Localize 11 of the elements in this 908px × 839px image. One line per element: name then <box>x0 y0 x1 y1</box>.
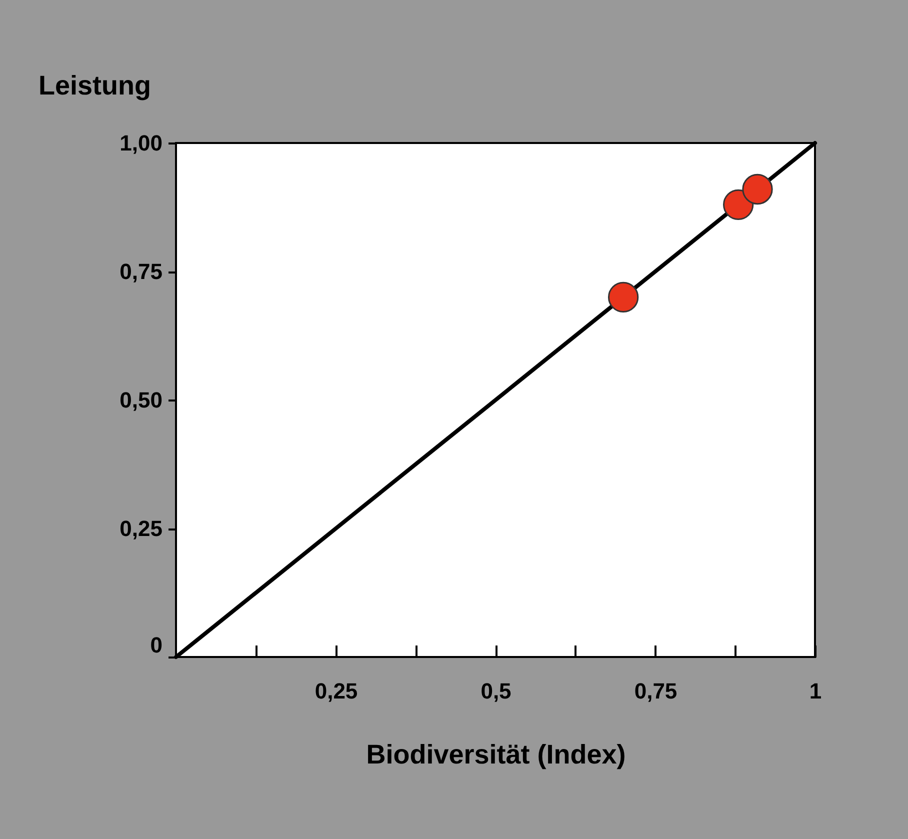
x-tick-label: 0,75 <box>634 678 678 704</box>
x-axis-title: Biodiversität (Index) <box>366 740 626 770</box>
y-axis-title: Leistung <box>38 70 151 100</box>
y-tick-label: 1,00 <box>120 130 162 156</box>
y-tick-label: 0 <box>150 632 162 658</box>
y-tick-label: 0,25 <box>120 516 162 541</box>
x-tick-label: 0,5 <box>480 678 512 704</box>
y-tick-label: 0,75 <box>120 259 162 284</box>
x-tick-label: 0,25 <box>314 678 358 704</box>
x-tick-label: 1 <box>809 678 822 704</box>
y-tick-label: 0,50 <box>120 388 162 412</box>
